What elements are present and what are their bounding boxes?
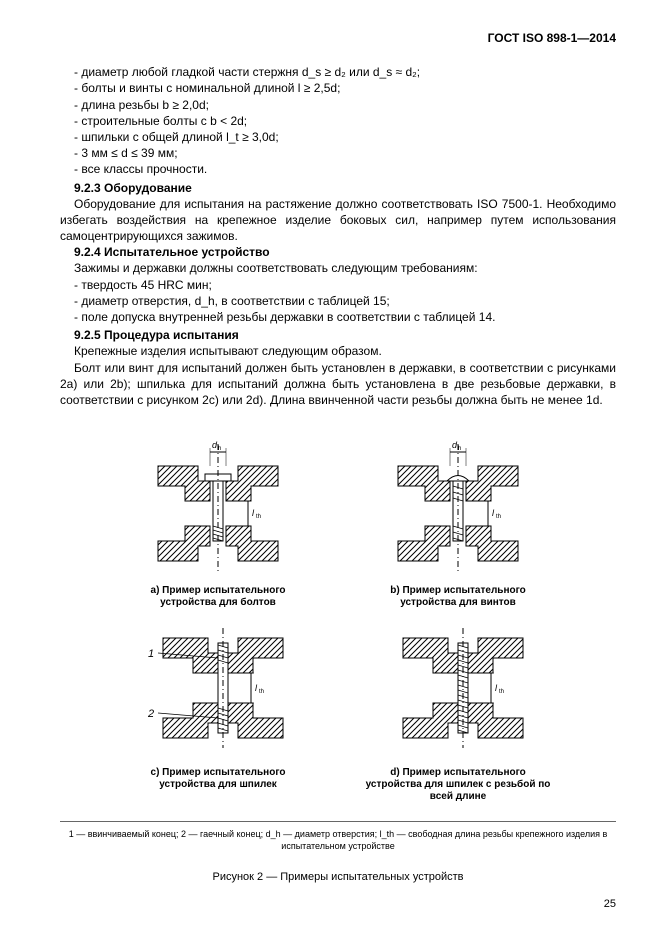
list-item: - длина резьбы b ≥ 2,0d; — [74, 97, 616, 113]
diagram-b: dh lth — [373, 426, 543, 581]
doc-header: ГОСТ ISO 898-1—2014 — [60, 30, 616, 46]
list-item: - шпильки с общей длиной l_t ≥ 3,0d; — [74, 129, 616, 145]
para-923: Оборудование для испытания на растяжение… — [60, 196, 616, 245]
diagram-d: lth — [363, 613, 553, 763]
section-923: 9.2.3 Оборудование — [74, 180, 616, 196]
list-item: - диаметр любой гладкой части стержня d_… — [74, 64, 616, 80]
figcap-d: d) Пример испытательного устройства для … — [363, 767, 553, 803]
page-number: 25 — [60, 897, 616, 912]
bullet-list-1: - диаметр любой гладкой части стержня d_… — [60, 64, 616, 177]
list-item: - поле допуска внутренней резьбы державк… — [74, 309, 616, 325]
list-item: - все классы прочности. — [74, 161, 616, 177]
svg-text:l: l — [252, 508, 255, 518]
diagram-a: dh lth — [133, 426, 303, 581]
figcap-a: а) Пример испытательного устройства для … — [123, 585, 313, 609]
svg-text:th: th — [256, 514, 261, 520]
svg-text:th: th — [259, 689, 264, 695]
section-925: 9.2.5 Процедура испытания — [74, 327, 616, 343]
figure-title: Рисунок 2 — Примеры испытательных устрой… — [212, 870, 463, 885]
para-924a: Зажимы и державки должны соответствовать… — [60, 260, 616, 276]
list-item: - болты и винты с номинальной длиной l ≥… — [74, 80, 616, 96]
svg-text:th: th — [499, 689, 504, 695]
figure-2d: lth d) Пример испытательного устройства … — [363, 613, 553, 803]
svg-text:l: l — [492, 508, 495, 518]
svg-text:th: th — [496, 514, 501, 520]
figure-2a: dh lth а) Пример испытательного устройст… — [123, 426, 313, 609]
svg-text:h: h — [218, 446, 221, 452]
svg-text:2: 2 — [147, 708, 154, 720]
list-item: - 3 мм ≤ d ≤ 39 мм; — [74, 145, 616, 161]
figure-legend: 1 — ввинчиваемый конец; 2 — гаечный коне… — [60, 821, 616, 852]
svg-text:l: l — [255, 683, 258, 693]
figcap-b: b) Пример испытательного устройства для … — [363, 585, 553, 609]
figcap-c: с) Пример испытательного устройства для … — [123, 767, 313, 791]
svg-text:h: h — [458, 446, 461, 452]
svg-text:l: l — [495, 683, 498, 693]
list-item: - диаметр отверстия, d_h, в соответствии… — [74, 293, 616, 309]
figure-block: dh lth а) Пример испытательного устройст… — [60, 426, 616, 885]
list-item: - строительные болты с b < 2d; — [74, 113, 616, 129]
figure-2b: dh lth b) Пример испытательного устройст… — [363, 426, 553, 609]
svg-text:1: 1 — [148, 648, 154, 660]
figure-2c: 1 2 lth с) Пример испытательного устройс… — [123, 613, 313, 803]
list-item: - твердость 45 HRC мин; — [74, 277, 616, 293]
diagram-c: 1 2 lth — [123, 613, 313, 763]
para-925b: Болт или винт для испытаний должен быть … — [60, 360, 616, 409]
para-925a: Крепежные изделия испытывают следующим о… — [60, 343, 616, 359]
section-924: 9.2.4 Испытательное устройство — [74, 244, 616, 260]
bullet-list-924: - твердость 45 HRC мин; - диаметр отверс… — [60, 277, 616, 326]
